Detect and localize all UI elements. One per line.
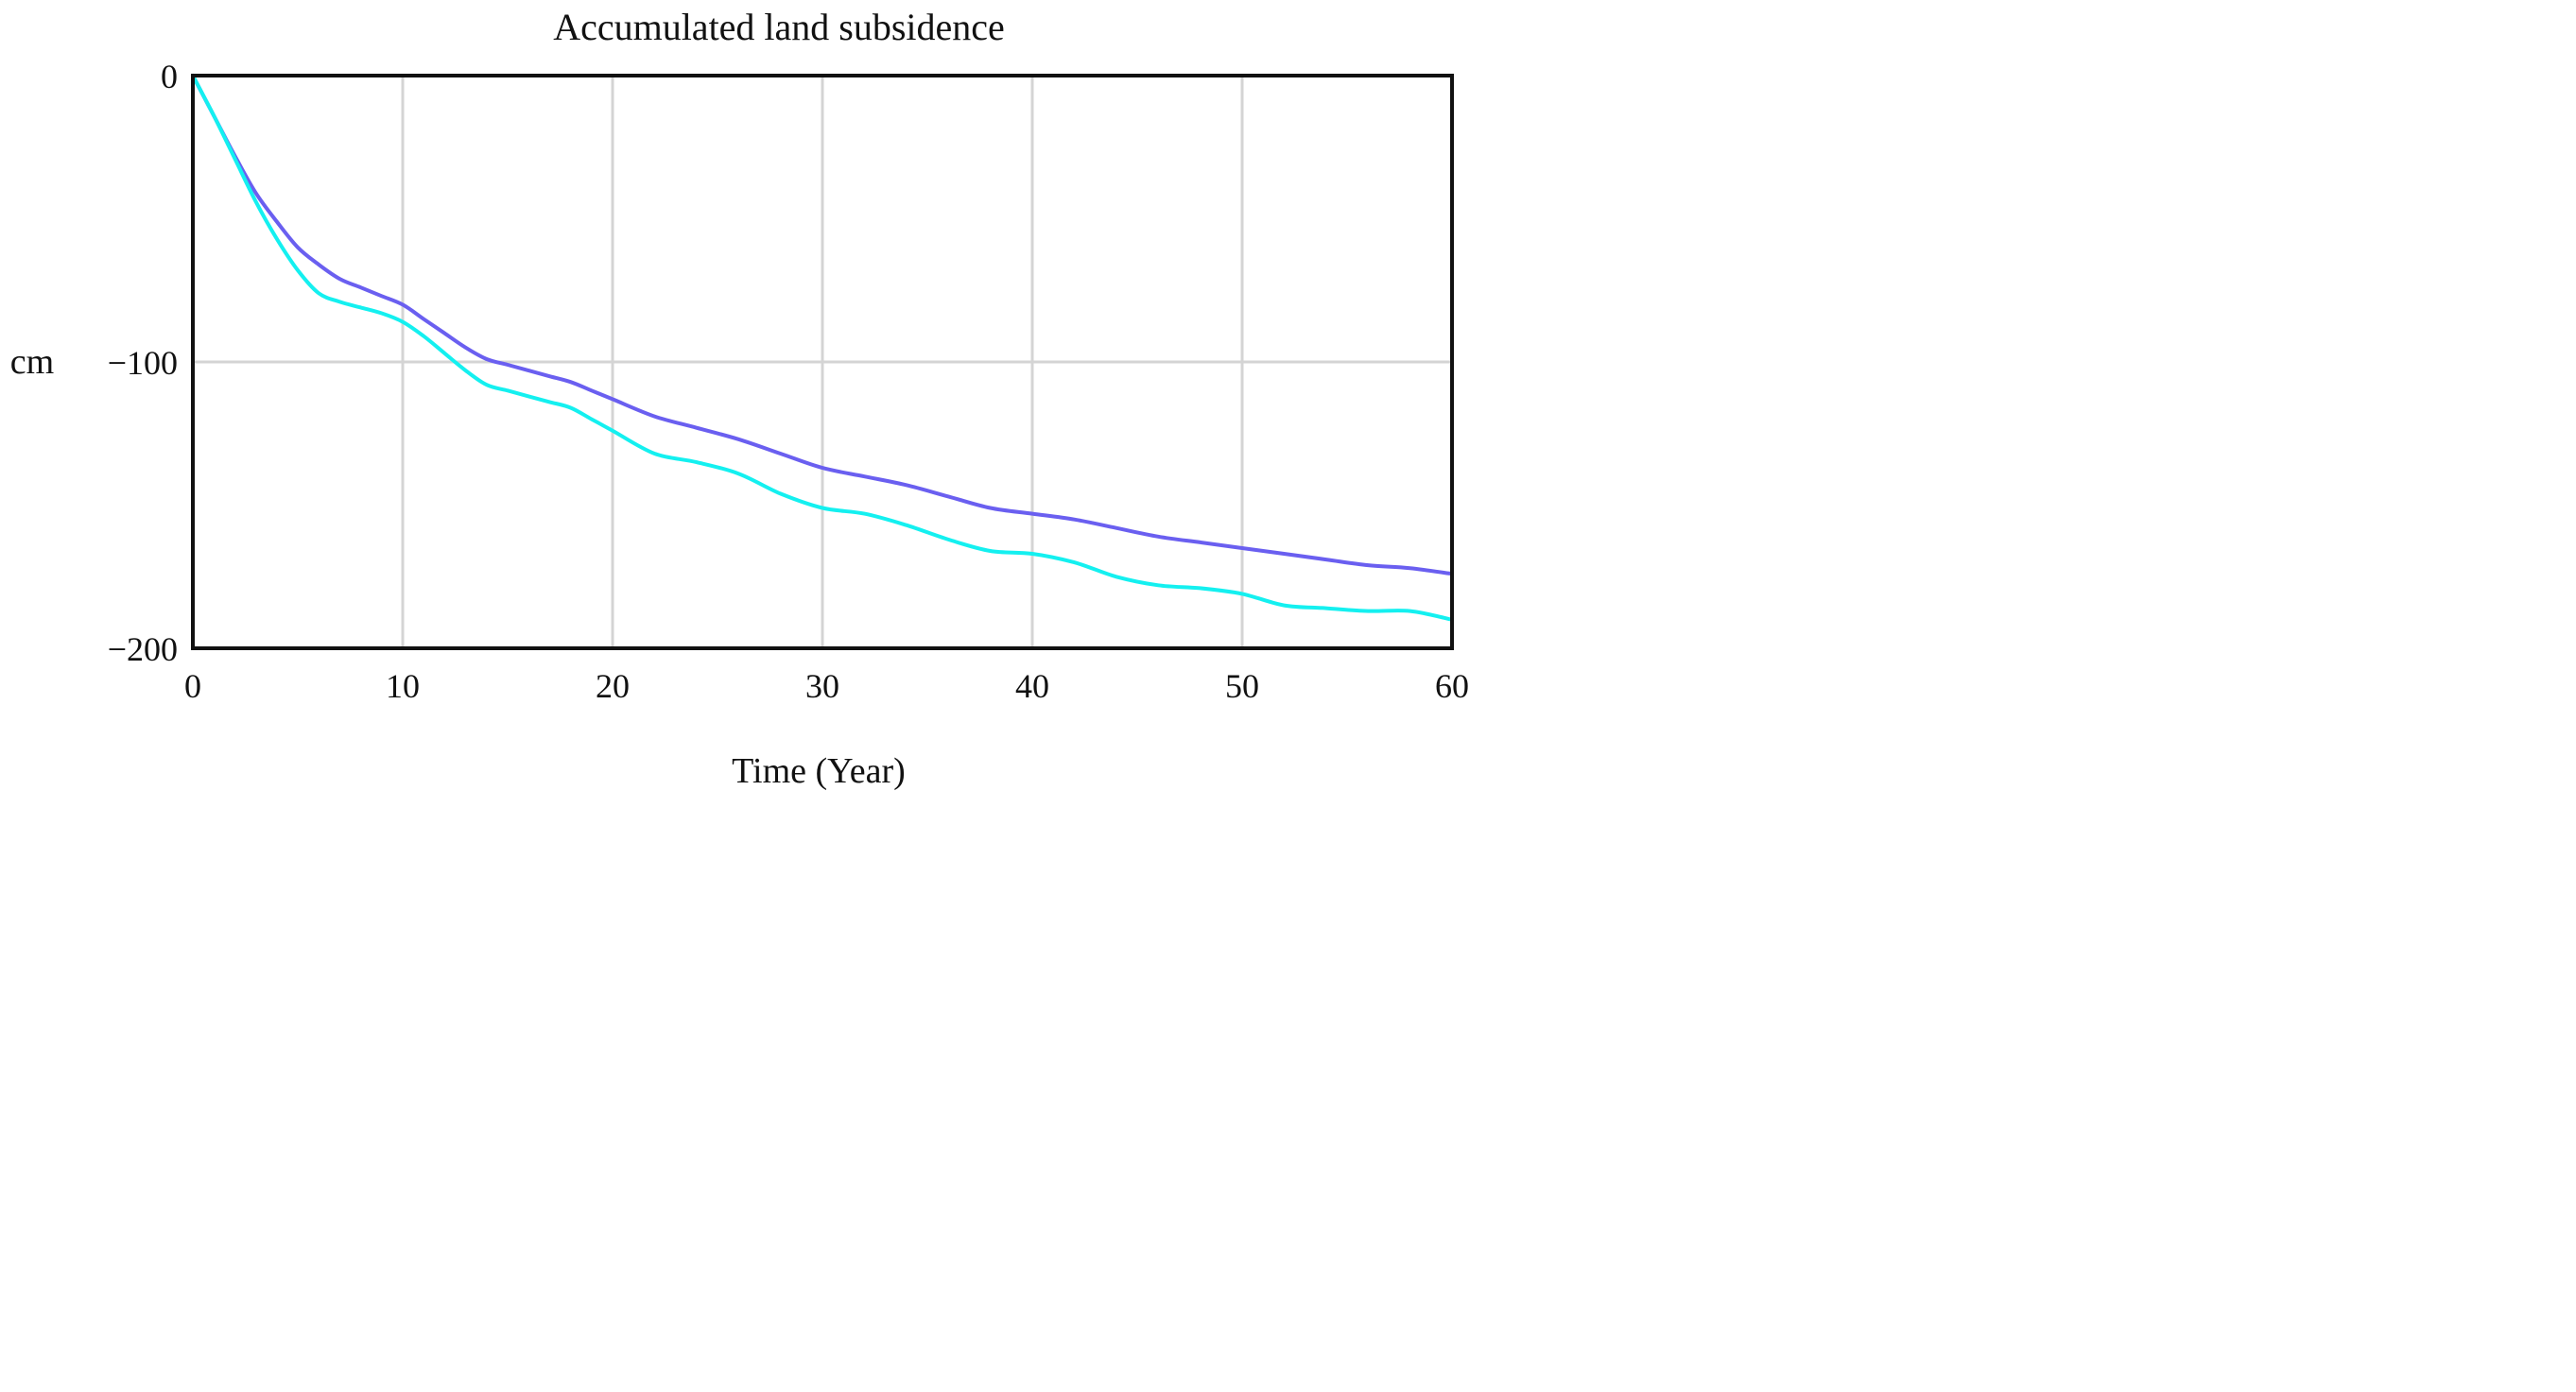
y-tick-label-0: 0 <box>161 58 178 95</box>
grid-lines <box>193 76 1452 648</box>
plot-frame <box>191 74 1454 650</box>
x-tick-label-6: 60 <box>1435 667 1469 705</box>
x-tick-label-2: 20 <box>596 667 630 705</box>
x-tick-label-0: 0 <box>184 667 201 705</box>
series-line-2 <box>191 74 1454 622</box>
series-lines <box>191 74 1454 622</box>
y-tick-label-1: −100 <box>108 344 178 382</box>
x-tick-label-1: 10 <box>386 667 420 705</box>
x-tick-label-4: 40 <box>1015 667 1049 705</box>
x-tick-label-3: 30 <box>805 667 839 705</box>
y-axis-label: cm <box>10 342 54 382</box>
y-tick-label-2: −200 <box>108 630 178 668</box>
chart-title: Accumulated land subsidence <box>553 6 1005 48</box>
x-axis-ticks: 0 10 20 30 40 50 60 <box>184 667 1469 705</box>
chart-container: Accumulated land subsidence 0 10 20 30 40 50 6… <box>0 0 1478 799</box>
x-tick-label-5: 50 <box>1225 667 1259 705</box>
line-chart: Accumulated land subsidence 0 10 20 30 40 50 6… <box>10 6 1469 791</box>
series-line-1 <box>191 74 1454 576</box>
x-axis-label: Time (Year) <box>732 751 906 791</box>
y-axis-ticks: 0 −100 −200 <box>108 58 178 668</box>
